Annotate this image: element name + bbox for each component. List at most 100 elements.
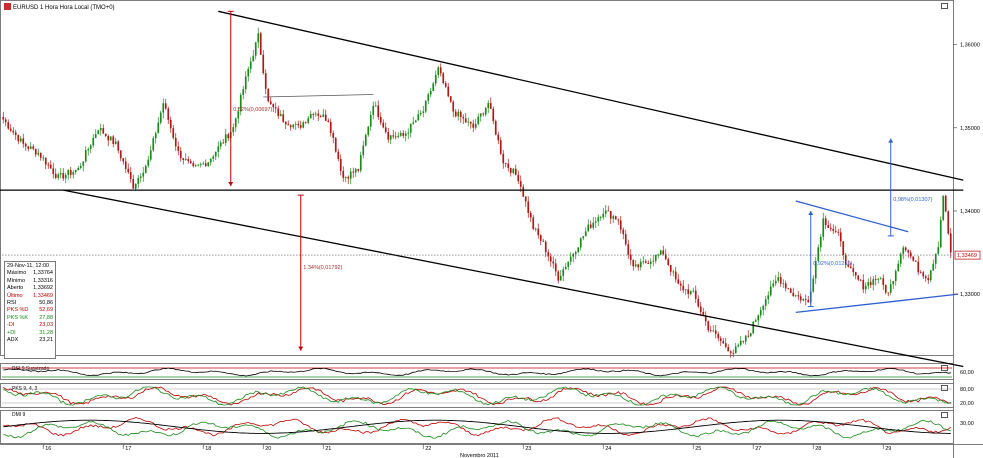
candle-body (392, 135, 395, 137)
dmi-maximize-icon[interactable] (941, 412, 948, 418)
candle-body (59, 173, 62, 175)
candle-body (129, 172, 132, 179)
price-tick-label: 1,35000 (960, 126, 980, 132)
candle-body (407, 132, 410, 134)
maximize-icon[interactable] (941, 3, 948, 9)
candle-body (324, 114, 327, 121)
candle-body (869, 282, 872, 285)
candle-body (532, 217, 535, 230)
candle-body (729, 351, 732, 353)
time-axis-title: Novembro 2011 (460, 453, 499, 458)
candle-body (737, 344, 740, 347)
candle-body (834, 230, 837, 232)
dmi-pane-title: DMI 9 (12, 412, 26, 418)
candle-body (622, 229, 625, 235)
candle-body (342, 170, 345, 178)
candle-body (87, 148, 90, 151)
candle-body (619, 220, 622, 230)
candle-body (57, 174, 60, 178)
candle-body (357, 168, 360, 171)
candle-body (887, 292, 890, 294)
drop-measure-arrow-head (298, 346, 304, 351)
candle-body (334, 137, 337, 152)
candle-body (184, 159, 187, 160)
candle-body (174, 137, 177, 147)
drop-label: 1,34%(0,01792) (303, 265, 342, 271)
time-tick-label: 28 (815, 446, 821, 452)
time-tick-label: 29 (885, 446, 891, 452)
candle-body (362, 145, 365, 156)
candle-body (587, 224, 590, 232)
candle-body (69, 170, 72, 175)
candle-body (152, 138, 155, 151)
candle-body (842, 241, 845, 256)
candle-body (519, 181, 522, 187)
candle-body (114, 141, 117, 144)
candle-body (439, 67, 442, 74)
candle-body (107, 136, 110, 141)
target-arrow-head (888, 138, 894, 143)
candle-body (837, 231, 840, 233)
candle-body (832, 229, 835, 231)
candle-body (32, 146, 35, 149)
candle-body (539, 235, 542, 241)
data-window-label: ADX (7, 337, 19, 344)
candle-body (752, 321, 755, 334)
candle-body (639, 261, 642, 268)
candle-body (314, 113, 317, 115)
instrument-icon[interactable] (4, 3, 11, 10)
candle-body (337, 151, 340, 159)
candle-body (209, 158, 212, 163)
candle-body (692, 290, 695, 292)
candle-body (404, 133, 407, 136)
candle-body (64, 174, 67, 179)
candle-body (594, 221, 597, 223)
time-tick-label: 23 (525, 446, 531, 452)
candle-body (369, 114, 372, 127)
candle-body (19, 138, 22, 142)
candle-body (909, 252, 912, 257)
candle-body (172, 128, 175, 138)
candle-body (492, 108, 495, 122)
candle-body (279, 114, 282, 116)
candle-body (347, 176, 350, 179)
candle-body (187, 159, 190, 162)
candle-body (92, 137, 95, 146)
candle-body (927, 278, 930, 281)
candle-body (469, 121, 472, 124)
candle-body (49, 164, 52, 169)
candle-body (714, 330, 717, 334)
candle-body (282, 114, 285, 122)
candle-body (722, 341, 725, 344)
candle-body (624, 234, 627, 245)
stoch-maximize-icon[interactable] (941, 385, 948, 391)
candle-body (442, 73, 445, 84)
candle-body (917, 261, 920, 273)
candle-body (332, 132, 335, 138)
candle-body (867, 282, 870, 286)
candle-body (267, 88, 270, 102)
candle-body (664, 254, 667, 260)
candle-body (367, 126, 370, 136)
candle-body (592, 222, 595, 228)
data-window-value: 1,33469 (33, 292, 53, 299)
candle-body (494, 121, 497, 135)
dmi-plus-line (3, 419, 951, 439)
data-window-label: Último (7, 292, 23, 299)
candle-body (782, 283, 785, 285)
candle-body (254, 42, 257, 56)
candle-body (484, 107, 487, 115)
candle-body (277, 108, 280, 116)
candle-body (402, 133, 405, 136)
candle-body (724, 343, 727, 347)
stoch-k-line (3, 386, 951, 406)
candle-body (919, 272, 922, 274)
rsi-pane-title: RSI 9 Suavizado (12, 366, 49, 372)
candle-body (227, 134, 230, 139)
candle-body (489, 103, 492, 109)
candle-body (104, 133, 107, 137)
candle-body (552, 261, 555, 264)
data-window-value: 23,03 (39, 322, 53, 329)
candle-body (852, 268, 855, 273)
candle-body (504, 163, 507, 165)
